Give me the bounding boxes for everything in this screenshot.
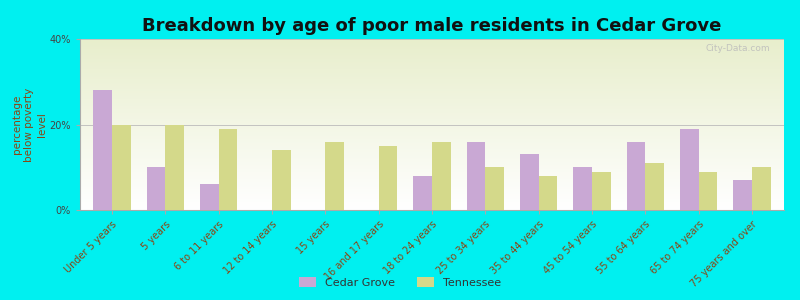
Bar (378, 146, 398, 210)
Bar (146, 167, 166, 210)
Bar (592, 172, 610, 210)
Bar (752, 167, 770, 210)
Bar (432, 142, 450, 210)
Bar (166, 124, 184, 210)
Bar (646, 163, 664, 210)
Bar (94, 90, 112, 210)
Bar (414, 176, 432, 210)
Bar (272, 150, 290, 210)
Bar (626, 142, 646, 210)
Bar (574, 167, 592, 210)
Bar (698, 172, 718, 210)
Bar (680, 129, 698, 210)
Bar (486, 167, 504, 210)
Bar (734, 180, 752, 210)
Bar (112, 124, 130, 210)
Bar (466, 142, 486, 210)
Bar (538, 176, 558, 210)
Bar (326, 142, 344, 210)
Text: City-Data.com: City-Data.com (706, 44, 770, 53)
Bar (520, 154, 538, 210)
Title: Breakdown by age of poor male residents in Cedar Grove: Breakdown by age of poor male residents … (142, 17, 722, 35)
Y-axis label: percentage
below poverty
level: percentage below poverty level (12, 87, 46, 162)
Bar (218, 129, 238, 210)
Legend: Cedar Grove, Tennessee: Cedar Grove, Tennessee (296, 274, 504, 291)
Bar (200, 184, 218, 210)
